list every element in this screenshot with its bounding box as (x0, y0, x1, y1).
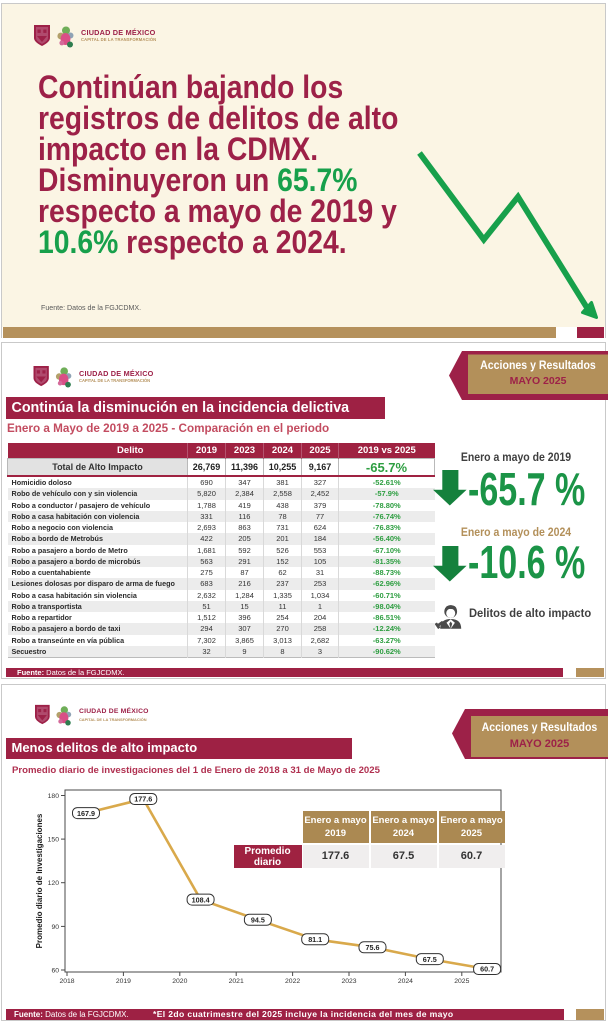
svg-text:2025: 2025 (454, 978, 469, 985)
svg-text:2021: 2021 (229, 978, 244, 985)
svg-text:2024: 2024 (398, 978, 413, 985)
svg-text:60: 60 (51, 968, 59, 975)
svg-text:167.9: 167.9 (77, 809, 95, 818)
svg-text:2018: 2018 (59, 978, 74, 985)
svg-text:2023: 2023 (341, 978, 356, 985)
svg-text:75.6: 75.6 (366, 943, 380, 952)
svg-text:90: 90 (51, 924, 59, 931)
svg-text:81.1: 81.1 (308, 935, 322, 944)
svg-text:177.6: 177.6 (134, 795, 152, 804)
svg-text:120: 120 (48, 880, 60, 887)
svg-text:180: 180 (48, 793, 60, 800)
svg-text:2022: 2022 (285, 978, 300, 985)
svg-text:2020: 2020 (172, 978, 187, 985)
svg-text:Promedio diario de Investigaci: Promedio diario de Investigaciones (35, 813, 44, 948)
svg-text:150: 150 (48, 837, 60, 844)
svg-text:67.5: 67.5 (423, 955, 437, 964)
svg-text:108.4: 108.4 (192, 895, 210, 904)
svg-text:2019: 2019 (116, 978, 131, 985)
svg-text:60.7: 60.7 (480, 965, 494, 974)
svg-text:94.5: 94.5 (251, 916, 265, 925)
